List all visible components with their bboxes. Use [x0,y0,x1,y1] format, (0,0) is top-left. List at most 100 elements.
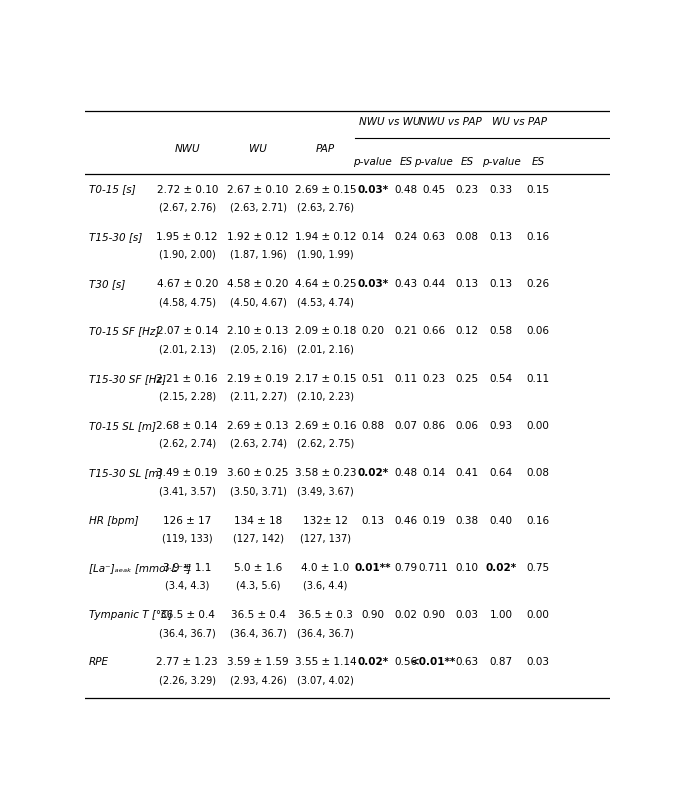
Text: 0.41: 0.41 [456,468,479,479]
Text: 4.67 ± 0.20: 4.67 ± 0.20 [157,279,218,289]
Text: (2.67, 2.76): (2.67, 2.76) [159,202,216,213]
Text: T30 [s]: T30 [s] [89,279,125,289]
Text: 2.19 ± 0.19: 2.19 ± 0.19 [227,373,289,384]
Text: p-value: p-value [414,157,453,167]
Text: 2.21 ± 0.16: 2.21 ± 0.16 [157,373,218,384]
Text: [La⁻]ₐₑₐₖ [mmol·L⁻¹]: [La⁻]ₐₑₐₖ [mmol·L⁻¹] [89,562,191,573]
Text: 0.13: 0.13 [456,279,479,289]
Text: WU vs PAP: WU vs PAP [492,117,547,127]
Text: 0.10: 0.10 [456,562,479,573]
Text: (36.4, 36.7): (36.4, 36.7) [230,628,287,638]
Text: 0.45: 0.45 [422,184,445,195]
Text: 0.87: 0.87 [490,657,513,668]
Text: 0.03: 0.03 [456,610,479,620]
Text: 0.23: 0.23 [456,184,479,195]
Text: (3.41, 3.57): (3.41, 3.57) [159,486,216,496]
Text: (4.3, 5.6): (4.3, 5.6) [236,581,281,591]
Text: T15-30 [s]: T15-30 [s] [89,232,142,242]
Text: 132± 12: 132± 12 [303,516,348,525]
Text: 0.13: 0.13 [490,232,513,242]
Text: 0.79: 0.79 [395,562,418,573]
Text: 2.07 ± 0.14: 2.07 ± 0.14 [157,327,218,336]
Text: 0.86: 0.86 [422,421,445,431]
Text: 0.44: 0.44 [422,279,445,289]
Text: 0.15: 0.15 [527,184,550,195]
Text: (4.53, 4.74): (4.53, 4.74) [297,297,354,307]
Text: (119, 133): (119, 133) [162,533,212,543]
Text: 0.06: 0.06 [456,421,479,431]
Text: T15-30 SL [m]: T15-30 SL [m] [89,468,163,479]
Text: p-value: p-value [353,157,392,167]
Text: (2.62, 2.74): (2.62, 2.74) [159,439,216,449]
Text: 0.12: 0.12 [456,327,479,336]
Text: 0.24: 0.24 [395,232,418,242]
Text: (2.05, 2.16): (2.05, 2.16) [230,344,287,354]
Text: p-value: p-value [481,157,520,167]
Text: 0.03*: 0.03* [357,184,388,195]
Text: (127, 142): (127, 142) [233,533,283,543]
Text: 0.58: 0.58 [490,327,513,336]
Text: 0.90: 0.90 [361,610,384,620]
Text: 2.77 ± 1.23: 2.77 ± 1.23 [157,657,218,668]
Text: (2.63, 2.71): (2.63, 2.71) [230,202,287,213]
Text: 5.0 ± 1.6: 5.0 ± 1.6 [234,562,282,573]
Text: 36.5 ± 0.4: 36.5 ± 0.4 [160,610,215,620]
Text: 2.09 ± 0.18: 2.09 ± 0.18 [295,327,356,336]
Text: (1.87, 1.96): (1.87, 1.96) [230,250,287,259]
Text: 0.06: 0.06 [527,327,550,336]
Text: (127, 137): (127, 137) [300,533,351,543]
Text: 36.5 ± 0.4: 36.5 ± 0.4 [231,610,285,620]
Text: ES: ES [400,157,413,167]
Text: 0.08: 0.08 [527,468,550,479]
Text: 3.9 ± 1.1: 3.9 ± 1.1 [163,562,212,573]
Text: 0.40: 0.40 [490,516,513,525]
Text: T0-15 SF [Hz]: T0-15 SF [Hz] [89,327,159,336]
Text: 0.56: 0.56 [395,657,418,668]
Text: NWU vs WU: NWU vs WU [359,117,420,127]
Text: 0.02*: 0.02* [485,562,517,573]
Text: (2.01, 2.16): (2.01, 2.16) [297,344,354,354]
Text: NWU: NWU [174,143,200,153]
Text: (2.15, 2.28): (2.15, 2.28) [159,392,216,402]
Text: (2.62, 2.75): (2.62, 2.75) [297,439,354,449]
Text: 0.16: 0.16 [527,516,550,525]
Text: 0.54: 0.54 [490,373,513,384]
Text: 0.20: 0.20 [361,327,384,336]
Text: 2.17 ± 0.15: 2.17 ± 0.15 [295,373,356,384]
Text: 0.14: 0.14 [422,468,445,479]
Text: 0.13: 0.13 [490,279,513,289]
Text: (3.4, 4.3): (3.4, 4.3) [165,581,210,591]
Text: 3.58 ± 0.23: 3.58 ± 0.23 [295,468,356,479]
Text: 4.0 ± 1.0: 4.0 ± 1.0 [301,562,349,573]
Text: 0.48: 0.48 [395,468,418,479]
Text: 0.11: 0.11 [395,373,418,384]
Text: 0.46: 0.46 [395,516,418,525]
Text: 0.16: 0.16 [527,232,550,242]
Text: 2.69 ± 0.15: 2.69 ± 0.15 [295,184,356,195]
Text: 3.49 ± 0.19: 3.49 ± 0.19 [157,468,218,479]
Text: 1.95 ± 0.12: 1.95 ± 0.12 [157,232,218,242]
Text: (3.07, 4.02): (3.07, 4.02) [297,676,354,685]
Text: 0.33: 0.33 [490,184,513,195]
Text: HR [bpm]: HR [bpm] [89,516,138,525]
Text: (1.90, 1.99): (1.90, 1.99) [297,250,354,259]
Text: (2.26, 3.29): (2.26, 3.29) [159,676,216,685]
Text: 0.66: 0.66 [422,327,445,336]
Text: NWU vs PAP: NWU vs PAP [419,117,482,127]
Text: 2.68 ± 0.14: 2.68 ± 0.14 [157,421,218,431]
Text: 0.51: 0.51 [361,373,384,384]
Text: Tympanic T [°C]: Tympanic T [°C] [89,610,172,620]
Text: (4.50, 4.67): (4.50, 4.67) [230,297,287,307]
Text: 0.93: 0.93 [490,421,513,431]
Text: 0.75: 0.75 [527,562,550,573]
Text: 0.00: 0.00 [527,421,550,431]
Text: 2.10 ± 0.13: 2.10 ± 0.13 [227,327,289,336]
Text: (1.90, 2.00): (1.90, 2.00) [159,250,216,259]
Text: 0.63: 0.63 [456,657,479,668]
Text: (36.4, 36.7): (36.4, 36.7) [297,628,354,638]
Text: 0.02: 0.02 [395,610,418,620]
Text: (2.01, 2.13): (2.01, 2.13) [159,344,216,354]
Text: 2.67 ± 0.10: 2.67 ± 0.10 [227,184,289,195]
Text: 36.5 ± 0.3: 36.5 ± 0.3 [298,610,353,620]
Text: 0.64: 0.64 [490,468,513,479]
